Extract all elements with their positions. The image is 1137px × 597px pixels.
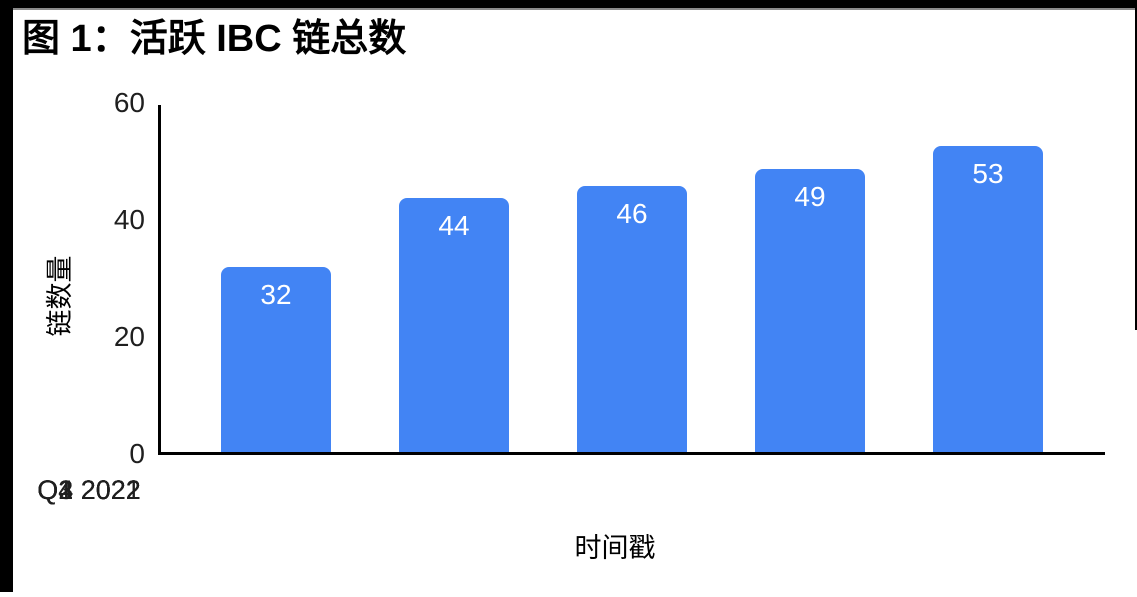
figure-title: 图 1：活跃 IBC 链总数 [22,18,407,60]
x-axis-line [158,452,1105,455]
bar-q1-2022: 44 [365,198,543,453]
y-axis-line [158,105,161,455]
window-frame-top [0,0,1137,8]
window-frame-left [0,0,13,592]
x-tick-label-q1-2022: Q1 2022 [37,475,141,505]
y-tick-label-40: 40 [113,204,145,235]
x-tick-label-q4-2021: Q4 2021 [37,475,141,505]
bar-rect: 44 [399,198,509,453]
bar-value-label: 53 [972,158,1004,189]
x-tick-q4-2022 [0,432,3,470]
bar-value-label: 44 [438,210,470,241]
x-tick-label-q3-2022: Q3 2022 [37,475,141,505]
y-tick-label-0: 0 [129,438,145,469]
bar-value-label: 32 [260,279,292,310]
window-frame-top-shadow [0,8,1137,10]
x-tick-label-q2-2022: Q2 2022 [37,475,141,505]
bar-value-label: 49 [794,181,826,212]
x-tick-label-q4-2022: Q4 2022 [37,475,141,505]
bar-rect: 53 [933,146,1043,453]
plot-area: 32 44 46 49 53 [0,105,1137,453]
bar-rect: 46 [577,186,687,453]
x-axis-title: 时间戳 [574,533,656,563]
bar-rect: 32 [221,267,331,453]
bar-q3-2022: 49 [721,169,899,453]
y-tick-label-60: 60 [113,87,145,118]
bar-value-label: 46 [616,198,648,229]
y-tick-label-20: 20 [113,321,145,352]
bar-rect: 49 [755,169,865,453]
window-frame-right [1135,0,1137,330]
bar-q4-2022: 53 [899,146,1077,453]
bar-q4-2021: 32 [187,267,365,453]
bar-q2-2022: 46 [543,186,721,453]
